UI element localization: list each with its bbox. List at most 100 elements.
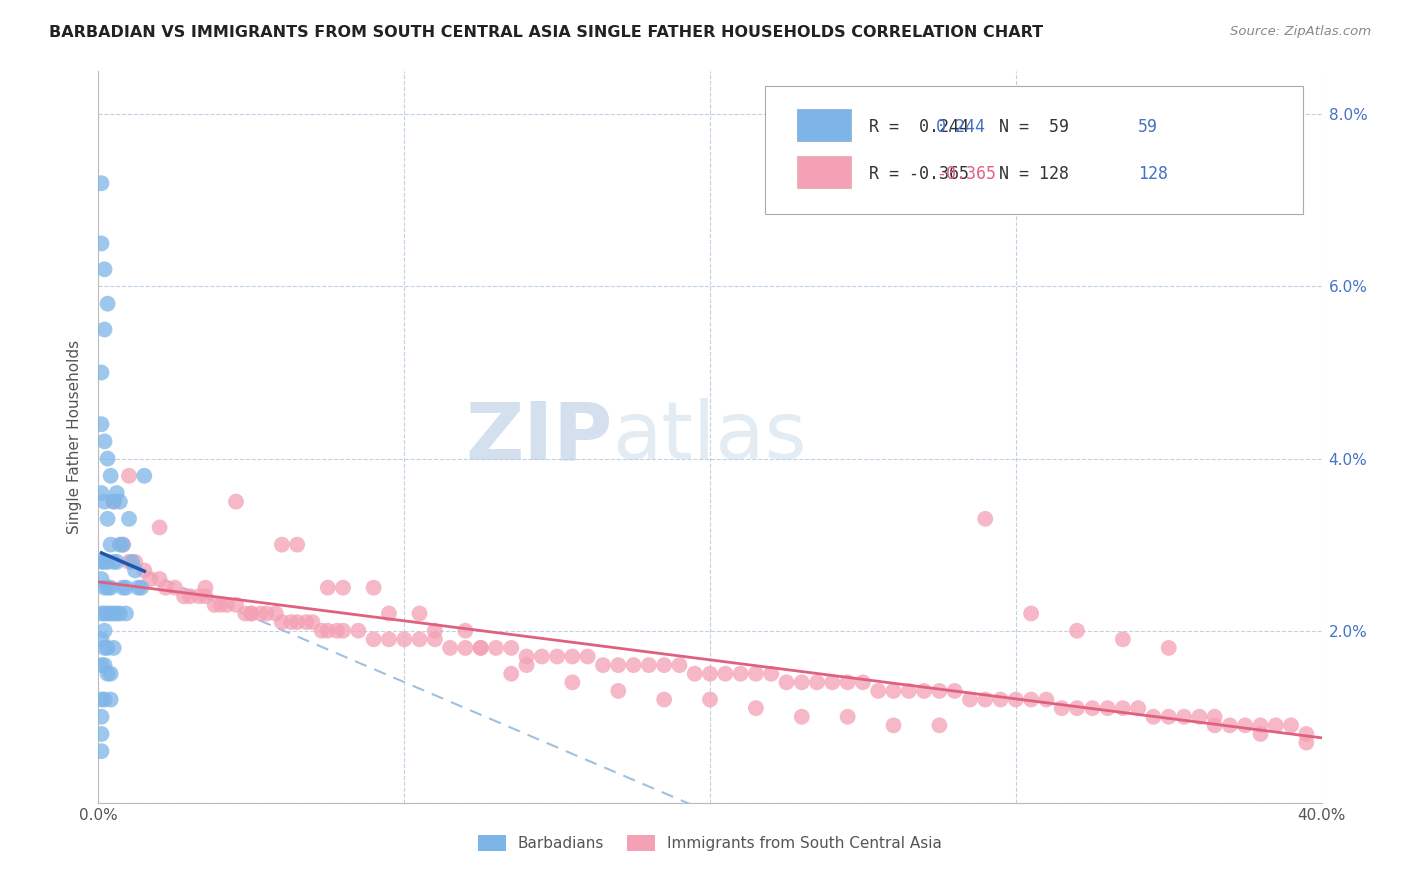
Point bbox=[1295, 735, 1317, 749]
Point bbox=[295, 615, 318, 629]
Point bbox=[1219, 718, 1241, 732]
Point bbox=[127, 581, 149, 595]
Point bbox=[90, 417, 112, 432]
Point bbox=[1234, 718, 1257, 732]
Point bbox=[1019, 607, 1042, 621]
FancyBboxPatch shape bbox=[765, 86, 1303, 214]
Point bbox=[1066, 624, 1088, 638]
Point bbox=[668, 658, 690, 673]
Point bbox=[959, 692, 981, 706]
Legend: Barbadians, Immigrants from South Central Asia: Barbadians, Immigrants from South Centra… bbox=[472, 830, 948, 857]
Point bbox=[179, 589, 201, 603]
Point bbox=[111, 538, 134, 552]
Point bbox=[546, 649, 568, 664]
Point bbox=[1173, 710, 1195, 724]
Point bbox=[699, 692, 721, 706]
Point bbox=[378, 607, 401, 621]
Point bbox=[1112, 701, 1135, 715]
Point bbox=[516, 649, 538, 664]
Point bbox=[209, 598, 232, 612]
Point bbox=[423, 632, 446, 647]
Point bbox=[530, 649, 553, 664]
Point bbox=[1081, 701, 1104, 715]
Point bbox=[883, 684, 905, 698]
Point bbox=[139, 572, 162, 586]
Point bbox=[90, 658, 112, 673]
Point bbox=[97, 512, 120, 526]
Point bbox=[103, 555, 125, 569]
Point bbox=[97, 296, 120, 310]
Point bbox=[204, 598, 226, 612]
Point bbox=[118, 468, 141, 483]
Point bbox=[90, 366, 112, 380]
Point bbox=[93, 434, 115, 449]
Point bbox=[363, 581, 385, 595]
Point bbox=[454, 640, 477, 655]
Point bbox=[326, 624, 349, 638]
Point bbox=[90, 692, 112, 706]
Point bbox=[285, 615, 308, 629]
Point bbox=[928, 718, 950, 732]
Point bbox=[623, 658, 645, 673]
Point bbox=[163, 581, 186, 595]
Point bbox=[1128, 701, 1150, 715]
Point bbox=[301, 615, 323, 629]
Point bbox=[378, 632, 401, 647]
Point bbox=[108, 494, 131, 508]
Point bbox=[111, 581, 134, 595]
Point bbox=[408, 632, 430, 647]
Point bbox=[1295, 727, 1317, 741]
Point bbox=[928, 684, 950, 698]
Point bbox=[90, 555, 112, 569]
Point bbox=[1066, 701, 1088, 715]
Point bbox=[105, 607, 128, 621]
Point bbox=[188, 589, 211, 603]
Point bbox=[775, 675, 797, 690]
Point bbox=[652, 692, 675, 706]
Point bbox=[149, 572, 172, 586]
Point bbox=[1188, 710, 1211, 724]
Point bbox=[90, 486, 112, 500]
Point bbox=[90, 176, 112, 190]
Point bbox=[912, 684, 935, 698]
Point bbox=[90, 572, 112, 586]
Point bbox=[93, 607, 115, 621]
Text: atlas: atlas bbox=[612, 398, 807, 476]
Point bbox=[637, 658, 661, 673]
Point bbox=[837, 710, 859, 724]
Point bbox=[100, 581, 122, 595]
Point bbox=[90, 632, 112, 647]
Point bbox=[501, 666, 523, 681]
Point bbox=[1112, 632, 1135, 647]
Point bbox=[124, 564, 146, 578]
Y-axis label: Single Father Households: Single Father Households bbox=[67, 340, 83, 534]
Point bbox=[93, 640, 115, 655]
Point bbox=[118, 555, 141, 569]
Point bbox=[134, 564, 156, 578]
Point bbox=[103, 494, 125, 508]
Point bbox=[699, 666, 721, 681]
Point bbox=[501, 640, 523, 655]
Point bbox=[103, 494, 125, 508]
Point bbox=[108, 538, 131, 552]
Point bbox=[93, 262, 115, 277]
Point bbox=[100, 468, 122, 483]
Point bbox=[240, 607, 263, 621]
Point bbox=[1050, 701, 1073, 715]
Text: R =  0.244   N =  59: R = 0.244 N = 59 bbox=[869, 118, 1069, 136]
Point bbox=[408, 607, 430, 621]
Point bbox=[93, 658, 115, 673]
Point bbox=[103, 640, 125, 655]
Point bbox=[103, 607, 125, 621]
Point bbox=[745, 701, 768, 715]
Point bbox=[516, 658, 538, 673]
Point bbox=[173, 589, 195, 603]
Point bbox=[485, 640, 508, 655]
Point bbox=[134, 468, 156, 483]
Point bbox=[93, 581, 115, 595]
Point bbox=[194, 581, 217, 595]
Point bbox=[592, 658, 614, 673]
Point bbox=[225, 494, 247, 508]
Point bbox=[240, 607, 263, 621]
Point bbox=[392, 632, 416, 647]
